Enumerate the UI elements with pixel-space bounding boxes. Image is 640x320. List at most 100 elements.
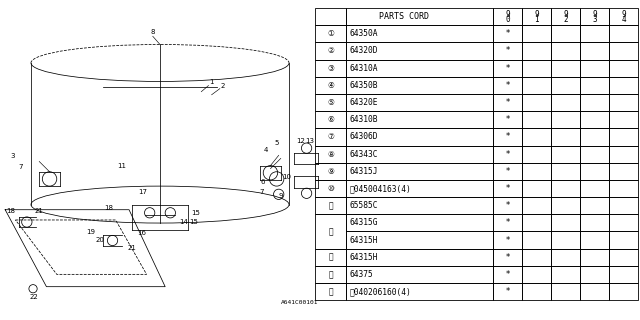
Text: ②: ② xyxy=(327,46,334,55)
Bar xyxy=(522,94,551,111)
Text: Ⓞ040206160(4): Ⓞ040206160(4) xyxy=(350,287,412,296)
Bar xyxy=(346,163,493,180)
Bar xyxy=(316,94,346,111)
Text: 6: 6 xyxy=(261,179,266,185)
Text: 64320E: 64320E xyxy=(350,98,378,107)
Bar xyxy=(316,60,346,77)
Bar xyxy=(551,214,580,231)
Bar xyxy=(580,111,609,128)
Bar xyxy=(609,25,638,42)
Text: 65585C: 65585C xyxy=(350,201,378,210)
Text: 64350A: 64350A xyxy=(350,29,378,38)
Bar xyxy=(580,146,609,163)
Bar xyxy=(551,60,580,77)
Text: ⑦: ⑦ xyxy=(327,132,334,141)
Bar xyxy=(580,283,609,300)
Bar xyxy=(551,42,580,60)
Text: ⑧: ⑧ xyxy=(327,150,334,159)
Text: 7: 7 xyxy=(259,189,264,195)
Text: 64310B: 64310B xyxy=(350,115,378,124)
Text: 5: 5 xyxy=(275,140,279,146)
Bar xyxy=(522,77,551,94)
Bar xyxy=(493,163,522,180)
Bar xyxy=(346,111,493,128)
Bar xyxy=(316,111,346,128)
Text: 64343C: 64343C xyxy=(350,150,378,159)
Bar xyxy=(493,231,522,249)
Text: 21: 21 xyxy=(128,245,136,251)
Text: 11: 11 xyxy=(117,163,126,169)
Bar xyxy=(580,8,609,25)
Text: 64320D: 64320D xyxy=(350,46,378,55)
Text: ⑫: ⑫ xyxy=(328,227,333,236)
Bar xyxy=(580,42,609,60)
Text: 21: 21 xyxy=(35,208,44,214)
Bar xyxy=(609,197,638,214)
Text: 8: 8 xyxy=(150,29,155,35)
Bar xyxy=(609,42,638,60)
Bar xyxy=(316,180,346,197)
Bar xyxy=(522,163,551,180)
Bar xyxy=(551,249,580,266)
Bar xyxy=(346,42,493,60)
Text: 0: 0 xyxy=(505,14,510,23)
Bar xyxy=(346,197,493,214)
Bar xyxy=(551,197,580,214)
Text: 7: 7 xyxy=(19,164,23,170)
Bar xyxy=(346,77,493,94)
Bar xyxy=(522,197,551,214)
Bar xyxy=(551,111,580,128)
Bar xyxy=(316,283,346,300)
Bar xyxy=(346,146,493,163)
Text: *: * xyxy=(506,184,509,193)
Text: 18: 18 xyxy=(104,205,113,211)
Text: 10: 10 xyxy=(282,174,291,180)
Text: 3: 3 xyxy=(593,14,597,23)
Bar xyxy=(580,180,609,197)
Bar xyxy=(580,128,609,146)
Bar xyxy=(522,146,551,163)
Text: 64315J: 64315J xyxy=(350,167,378,176)
Bar xyxy=(346,283,493,300)
Text: *: * xyxy=(506,115,509,124)
Text: *: * xyxy=(506,270,509,279)
Text: 9: 9 xyxy=(593,10,597,19)
Bar xyxy=(580,214,609,231)
Text: 64350B: 64350B xyxy=(350,81,378,90)
Text: 14: 14 xyxy=(179,219,188,225)
Text: ⑪: ⑪ xyxy=(328,201,333,210)
Text: *: * xyxy=(506,132,509,141)
Text: Ⓞ045004163(4): Ⓞ045004163(4) xyxy=(350,184,412,193)
Text: 1: 1 xyxy=(209,79,214,85)
Text: 15: 15 xyxy=(189,219,198,225)
Bar xyxy=(609,8,638,25)
Text: 4: 4 xyxy=(264,147,269,153)
Bar xyxy=(551,77,580,94)
Bar xyxy=(346,180,493,197)
Text: 16: 16 xyxy=(137,230,146,236)
Bar xyxy=(580,94,609,111)
Bar xyxy=(522,180,551,197)
Text: ⑭: ⑭ xyxy=(328,270,333,279)
Bar xyxy=(609,60,638,77)
Bar xyxy=(316,77,346,94)
Text: 17: 17 xyxy=(138,189,147,195)
Bar xyxy=(522,42,551,60)
Bar xyxy=(522,283,551,300)
Text: 4: 4 xyxy=(621,14,626,23)
Bar xyxy=(493,249,522,266)
Text: 9: 9 xyxy=(278,193,283,199)
Text: ⑮: ⑮ xyxy=(328,287,333,296)
Bar xyxy=(493,197,522,214)
Text: *: * xyxy=(506,236,509,244)
Bar xyxy=(551,180,580,197)
Text: *: * xyxy=(506,150,509,159)
Bar xyxy=(493,146,522,163)
Text: 19: 19 xyxy=(86,229,95,235)
Text: *: * xyxy=(506,46,509,55)
Text: *: * xyxy=(506,287,509,296)
Bar xyxy=(580,77,609,94)
Bar xyxy=(609,180,638,197)
Bar xyxy=(493,283,522,300)
Bar xyxy=(493,25,522,42)
